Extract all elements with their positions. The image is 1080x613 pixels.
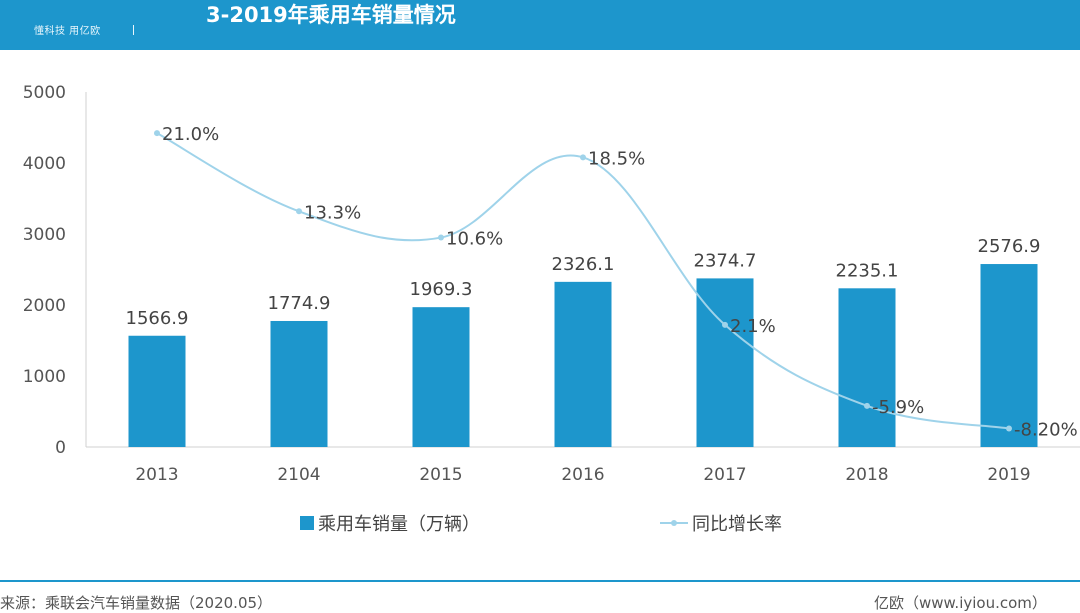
bar-value-label: 1969.3 [410, 279, 473, 300]
growth-value-label: 21.0% [162, 124, 219, 145]
logo-divider [133, 25, 134, 35]
y-tick-label: 4000 [23, 154, 66, 174]
page-title: 3-2019年乘用车销量情况 [206, 3, 456, 27]
source-note: 来源：乘联会汽车销量数据（2020.05） [0, 594, 273, 612]
growth-point [438, 234, 444, 241]
bar-value-label: 2235.1 [836, 260, 899, 281]
header-banner: 懂科技 用亿欧 3-2019年乘用车销量情况 [0, 0, 1080, 50]
brand-note: 亿欧（www.iyiou.com） [874, 594, 1047, 612]
bar-value-label: 1774.9 [268, 293, 331, 314]
x-axis: 2013 2104 2015 2016 2017 2018 2019 [86, 446, 1080, 485]
x-tick-label: 2019 [987, 465, 1030, 485]
bar-value-label: 2326.1 [552, 254, 615, 275]
y-tick-label: 3000 [23, 225, 66, 245]
growth-value-label: 18.5% [588, 148, 645, 169]
bar [980, 264, 1038, 447]
logo: 懂科技 用亿欧 [34, 26, 101, 37]
x-tick-label: 2016 [561, 465, 604, 485]
x-tick-label: 2018 [845, 465, 888, 485]
x-tick-label: 2017 [703, 465, 746, 485]
y-tick-label: 5000 [23, 83, 66, 103]
growth-point [864, 402, 870, 409]
legend-swatch-bar [300, 516, 314, 530]
growth-point [722, 321, 728, 328]
legend-label-growth: 同比增长率 [692, 514, 782, 535]
growth-point [580, 154, 586, 161]
growth-value-label: -8.20% [1014, 420, 1078, 441]
y-axis: 0 1000 2000 3000 4000 5000 [23, 83, 87, 458]
legend: 乘用车销量（万辆） 同比增长率 [0, 510, 1080, 536]
bar [412, 307, 470, 447]
legend-item-sales: 乘用车销量（万辆） [300, 510, 480, 536]
growth-value-label: 10.6% [446, 229, 503, 250]
y-tick-label: 0 [55, 438, 66, 458]
bar-value-label: 1566.9 [126, 308, 189, 329]
bar-series [128, 264, 1038, 447]
bar [554, 281, 612, 447]
bar [270, 320, 328, 447]
y-tick-label: 1000 [23, 367, 66, 387]
legend-swatch-line [660, 516, 688, 530]
growth-point [296, 208, 302, 215]
growth-point [154, 130, 160, 137]
footer-divider [0, 580, 1080, 582]
legend-label-sales: 乘用车销量（万辆） [318, 514, 480, 535]
legend-item-growth: 同比增长率 [660, 510, 782, 536]
bar-labels: 1566.9 1774.9 1969.3 2326.1 2374.7 2235.1 2576… [126, 236, 1041, 329]
growth-point [1006, 425, 1012, 432]
x-tick-label: 2104 [277, 465, 320, 485]
bar-value-label: 2576.9 [978, 236, 1041, 257]
growth-value-label: 2.1% [730, 316, 776, 337]
y-tick-label: 2000 [23, 296, 66, 316]
growth-value-label: 13.3% [304, 202, 361, 223]
bar [838, 288, 896, 447]
x-tick-label: 2013 [135, 465, 178, 485]
growth-value-label: -5.9% [872, 397, 924, 418]
bar [128, 335, 186, 447]
growth-line-series: 21.0% 13.3% 10.6% 18.5% 2.1% -5.9% -8.20% [154, 124, 1078, 441]
x-tick-label: 2015 [419, 465, 462, 485]
bar-value-label: 2374.7 [694, 250, 757, 271]
